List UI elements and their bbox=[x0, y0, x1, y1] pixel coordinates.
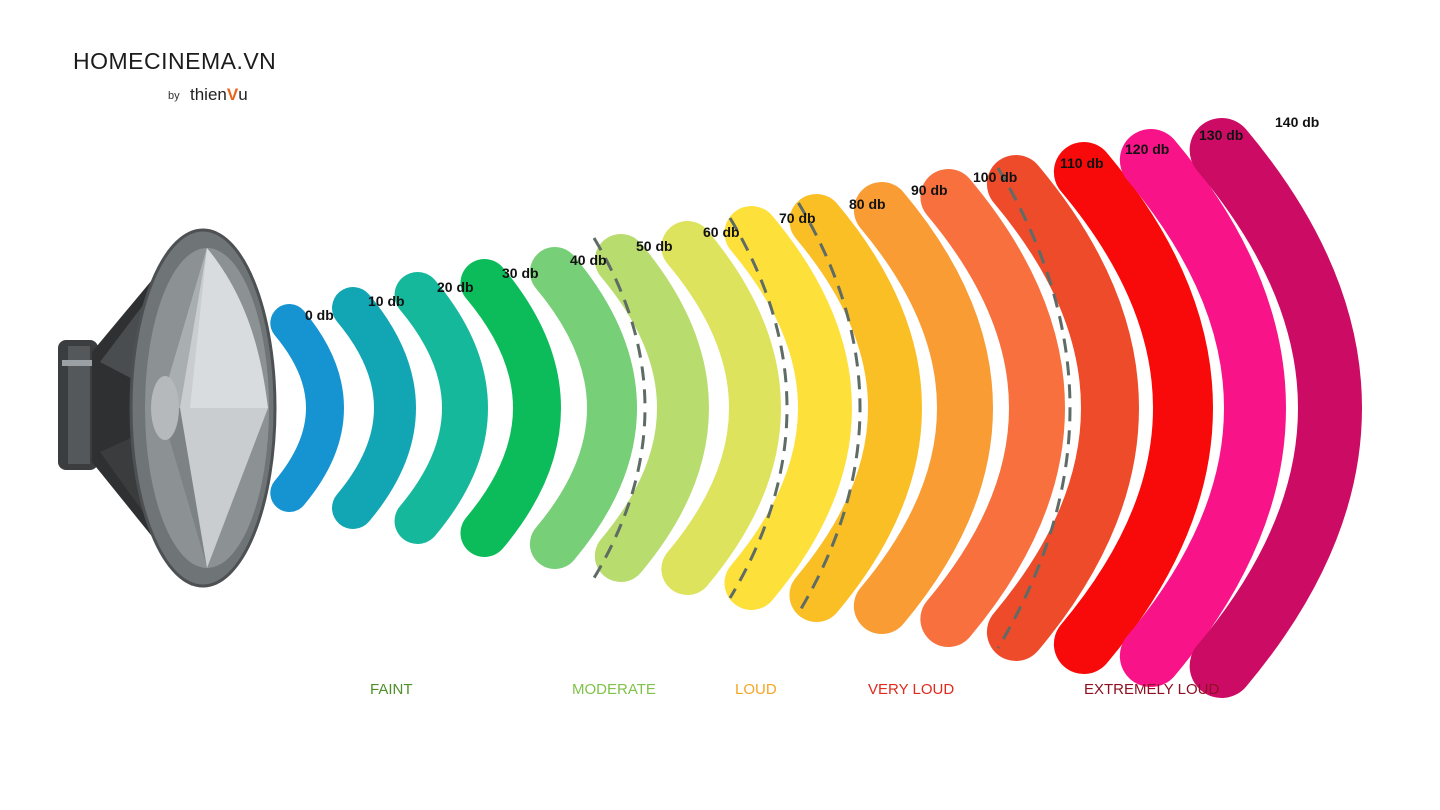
db-level-label: 20 db bbox=[437, 279, 474, 295]
category-label: LOUD bbox=[735, 681, 777, 698]
category-divider bbox=[797, 202, 862, 614]
sound-wave-arc bbox=[1119, 129, 1286, 687]
brand-sub-prefix: thien bbox=[190, 85, 227, 104]
sound-wave-arc bbox=[332, 287, 416, 529]
brand-sub-logo: thienVu bbox=[190, 85, 248, 105]
db-level-label: 10 db bbox=[368, 293, 405, 309]
category-label: FAINT bbox=[370, 681, 413, 698]
category-divider bbox=[592, 237, 647, 579]
sound-wave-arc bbox=[1189, 118, 1362, 698]
db-level-label: 100 db bbox=[973, 169, 1017, 185]
sound-wave-arc bbox=[661, 221, 781, 595]
sound-wave-arc bbox=[394, 272, 488, 544]
brand-by-text: by bbox=[168, 90, 180, 102]
category-label: MODERATE bbox=[572, 681, 656, 698]
sound-wave-arc bbox=[594, 234, 709, 582]
db-level-label: 130 db bbox=[1199, 127, 1243, 143]
sound-wave-arc bbox=[529, 247, 637, 569]
db-level-label: 140 db bbox=[1275, 114, 1319, 130]
sound-wave-arc bbox=[920, 169, 1065, 647]
db-level-label: 90 db bbox=[911, 182, 948, 198]
speaker-icon bbox=[58, 228, 277, 588]
category-divider bbox=[996, 167, 1072, 649]
category-label: VERY LOUD bbox=[868, 681, 954, 698]
db-level-label: 80 db bbox=[849, 196, 886, 212]
db-level-label: 60 db bbox=[703, 224, 740, 240]
db-level-label: 0 db bbox=[305, 307, 334, 323]
brand-title: HOMECINEMA.VN bbox=[73, 48, 277, 74]
db-level-label: 40 db bbox=[570, 252, 607, 268]
sound-wave-arc bbox=[853, 182, 993, 634]
brand-sub-suffix: u bbox=[238, 85, 248, 104]
db-level-label: 30 db bbox=[502, 265, 539, 281]
db-level-label: 120 db bbox=[1125, 141, 1169, 157]
db-level-label: 110 db bbox=[1060, 155, 1104, 171]
sound-wave-arc bbox=[724, 206, 852, 610]
db-level-label: 50 db bbox=[636, 238, 673, 254]
sound-wave-arc bbox=[789, 194, 922, 622]
category-label: EXTREMELY LOUD bbox=[1084, 681, 1219, 698]
db-level-label: 70 db bbox=[779, 210, 816, 226]
sound-wave-arc bbox=[1053, 142, 1213, 674]
category-divider bbox=[728, 217, 789, 599]
brand-sub-mark: V bbox=[226, 85, 239, 104]
sound-wave-arc bbox=[270, 304, 344, 512]
sound-wave-arc bbox=[986, 155, 1139, 661]
sound-wave-arc bbox=[460, 259, 561, 557]
